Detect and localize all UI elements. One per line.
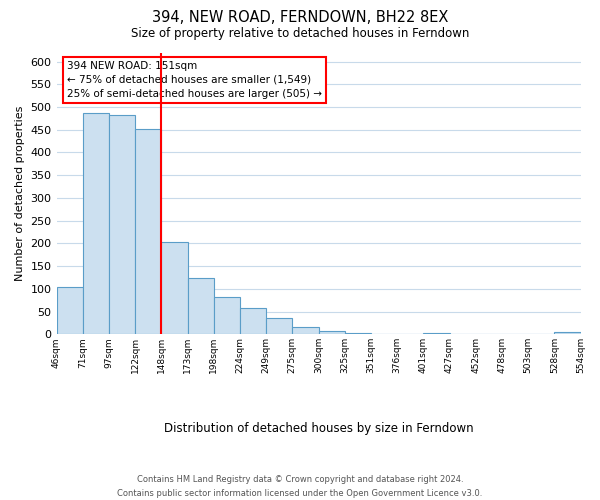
Bar xyxy=(424,333,449,334)
Text: Contains HM Land Registry data © Crown copyright and database right 2024.
Contai: Contains HM Land Registry data © Crown c… xyxy=(118,476,482,498)
X-axis label: Distribution of detached houses by size in Ferndown: Distribution of detached houses by size … xyxy=(164,422,473,435)
Text: 394, NEW ROAD, FERNDOWN, BH22 8EX: 394, NEW ROAD, FERNDOWN, BH22 8EX xyxy=(152,10,448,25)
Bar xyxy=(554,332,581,334)
Y-axis label: Number of detached properties: Number of detached properties xyxy=(15,106,25,281)
Bar xyxy=(188,278,214,334)
Bar xyxy=(240,308,266,334)
Bar xyxy=(56,286,83,334)
Text: 394 NEW ROAD: 151sqm
← 75% of detached houses are smaller (1,549)
25% of semi-de: 394 NEW ROAD: 151sqm ← 75% of detached h… xyxy=(67,61,322,99)
Bar xyxy=(109,115,135,334)
Bar xyxy=(135,129,161,334)
Bar xyxy=(266,318,292,334)
Bar xyxy=(161,242,188,334)
Bar xyxy=(292,327,319,334)
Bar xyxy=(214,297,240,334)
Bar xyxy=(83,113,109,334)
Bar xyxy=(319,330,345,334)
Text: Size of property relative to detached houses in Ferndown: Size of property relative to detached ho… xyxy=(131,28,469,40)
